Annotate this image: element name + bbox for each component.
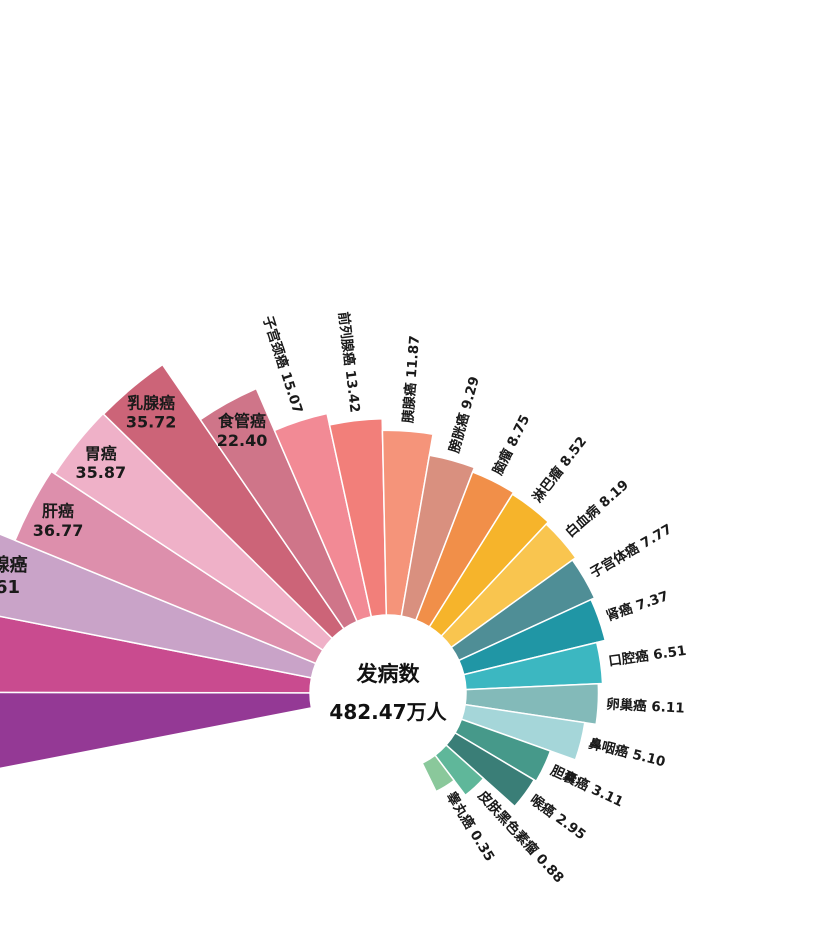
rose-sector [440,523,577,649]
rose-sector [273,412,373,623]
sector-label-outside: 喉癌 2.95 [527,791,589,843]
rose-sector [414,471,515,628]
sector-label-name: 食管癌 [217,412,266,431]
sector-label-outside: 肾癌 7.37 [604,587,671,624]
sector-label-outside: 淋巴瘤 8.52 [529,433,590,506]
sector-label-value: 22.40 [217,431,268,450]
sector-label-outside: 前列腺癌 13.42 [335,311,364,414]
rose-sector [199,387,359,630]
rose-sector [14,470,324,665]
sector-label-outside: 鼻咽癌 5.10 [587,735,667,771]
sector-label-outside: 卵巢癌 6.11 [606,696,685,717]
rose-sector [400,454,476,622]
sector-label-outside: 胆囊癌 3.11 [548,762,626,811]
sector-label-name: 肝癌 [42,502,74,521]
sector-label-value: 35.72 [126,413,177,432]
rose-sector [0,691,313,770]
rose-sector [102,363,345,640]
rose-sector [457,598,607,676]
sector-label-name: 胃癌 [85,444,117,463]
chart-sectors [0,363,607,808]
center-title: 发病数 [356,662,421,686]
rose-sector [0,533,317,679]
sector-label-value: 36.77 [33,521,84,540]
rose-sector [464,682,600,726]
rose-sector [0,615,313,694]
rose-sector [433,743,485,797]
sector-label-name: 乳腺癌 [127,394,175,413]
sector-label-outside: 子宫体癌 7.77 [587,520,675,581]
sector-label-value: 35.87 [75,463,126,482]
sector-label-value: 46.61 [0,577,20,598]
sector-label-outside: 白血病 8.19 [562,476,632,541]
rose-sector [460,703,586,761]
sector-label-outside: 口腔癌 6.51 [607,642,687,670]
center-hole [311,616,465,770]
sector-label: 甲状腺癌46.61 [0,554,28,598]
sector-label-name: 甲状腺癌 [0,554,28,576]
sector-label-outside: 脑瘤 8.75 [489,412,533,478]
rose-sector [421,754,456,793]
sector-label-outside: 胰腺癌 11.87 [399,335,423,424]
center-total: 482.47万人 [329,700,447,724]
rose-sector [462,641,604,691]
rose-sector [445,731,536,808]
rose-sector [328,417,388,618]
sector-label-outside: 膀胱癌 9.29 [445,375,483,456]
rose-sector [450,558,596,662]
rose-sector [428,493,550,638]
rose-sector [381,429,434,618]
sector-label-outside: 子宫颈癌 15.07 [259,314,306,416]
rose-sector [454,718,552,783]
sector-label-outside: 皮肤黑色素瘤 0.88 [474,787,567,886]
